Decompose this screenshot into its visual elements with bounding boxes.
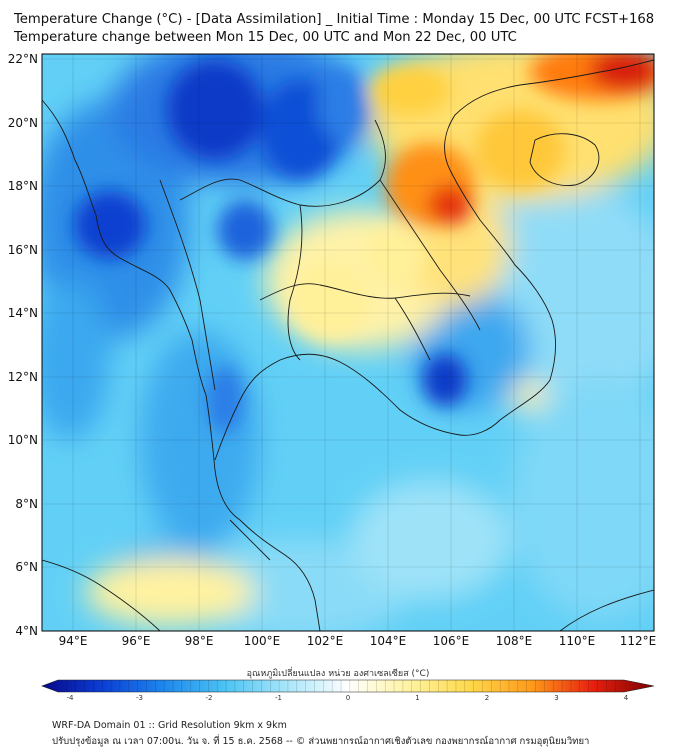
map-frame: [41, 53, 655, 632]
lat-label: 14°N: [8, 306, 38, 320]
lon-label: 102°E: [307, 634, 344, 648]
colorbar-tick-label: -1: [275, 694, 282, 702]
lon-label: 108°E: [496, 634, 533, 648]
lat-label: 16°N: [8, 243, 38, 257]
longitude-axis: 94°E 96°E 98°E 100°E 102°E 104°E 106°E 1…: [59, 634, 657, 648]
lon-label: 106°E: [433, 634, 470, 648]
colorbar-tick-label: 0: [346, 694, 350, 702]
lat-label: 18°N: [8, 179, 38, 193]
lon-label: 96°E: [122, 634, 151, 648]
lat-label: 4°N: [15, 624, 38, 638]
lon-label: 112°E: [620, 634, 657, 648]
map-title: Temperature Change (°C) - [Data Assimila…: [14, 12, 655, 27]
colorbar-tick-label: -4: [67, 694, 75, 702]
lat-label: 10°N: [8, 433, 38, 447]
coastlines: [42, 59, 654, 631]
lon-label: 98°E: [185, 634, 214, 648]
graticule: [42, 54, 654, 631]
colorbar-tick-label: -2: [206, 694, 213, 702]
colorbar-tick-label: 4: [624, 694, 629, 702]
map-subtitle: Temperature change between Mon 15 Dec, 0…: [14, 30, 517, 45]
lat-label: 22°N: [8, 52, 38, 66]
lat-label: 12°N: [8, 370, 38, 384]
colorbar-tick-label: 3: [554, 694, 558, 702]
lat-label: 8°N: [15, 497, 38, 511]
colorbar-scale: [41, 679, 655, 693]
colorbar-tick-label: 2: [485, 694, 489, 702]
lon-label: 100°E: [244, 634, 281, 648]
colorbar-title: อุณหภูมิเปลี่ยนแปลง หน่วย องศาเซลเซียส (…: [246, 669, 430, 679]
lat-label: 20°N: [8, 116, 38, 130]
colorbar-tick-label: -3: [136, 694, 143, 702]
colorbar-tick-label: 1: [415, 694, 419, 702]
model-info: WRF-DA Domain 01 :: Grid Resolution 9km …: [52, 720, 287, 731]
lat-label: 6°N: [15, 560, 38, 574]
lon-label: 110°E: [559, 634, 596, 648]
latitude-axis: 22°N 20°N 18°N 16°N 14°N 12°N 10°N 8°N 6…: [8, 52, 38, 638]
temperature-field: [42, 54, 654, 631]
update-info: ปรับปรุงข้อมูล ณ เวลา 07:00น. วัน จ. ที่…: [52, 736, 590, 747]
lon-label: 94°E: [59, 634, 88, 648]
lon-label: 104°E: [370, 634, 407, 648]
colorbar: -4 -3 -2 -1 0 1 2 3 4: [41, 679, 655, 702]
